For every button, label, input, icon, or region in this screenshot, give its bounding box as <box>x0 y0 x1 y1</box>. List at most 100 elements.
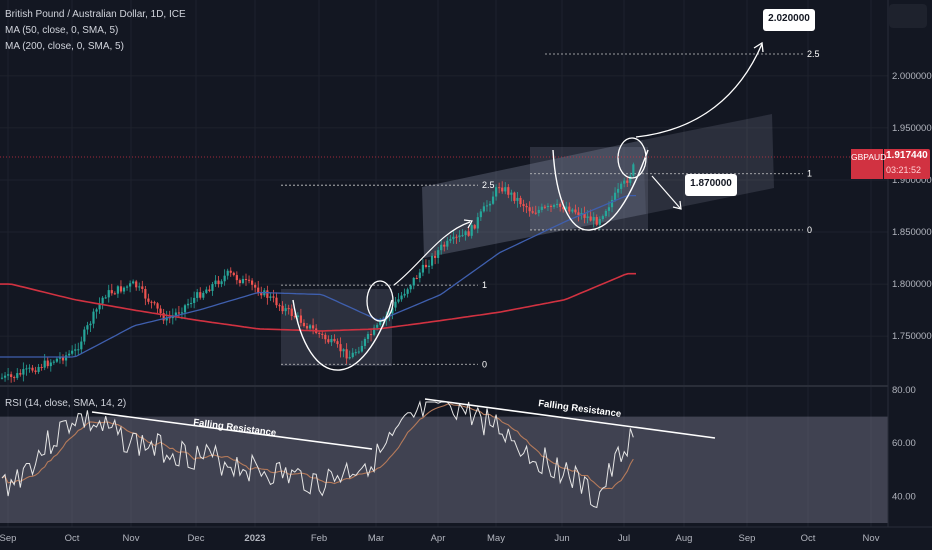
candle-body <box>449 239 452 241</box>
candle-body <box>491 196 495 204</box>
candle-body <box>138 286 141 288</box>
candle-body <box>568 206 571 212</box>
candle-body <box>318 332 321 334</box>
candle-body <box>34 370 37 372</box>
candle-body <box>272 296 275 298</box>
candle-body <box>519 197 522 205</box>
candle-body <box>556 203 559 206</box>
candle-body <box>232 272 235 276</box>
candle-body <box>269 296 272 298</box>
candle-body <box>186 303 190 306</box>
rsi-tick-label: 40.00 <box>892 491 916 502</box>
candle-body <box>214 280 217 285</box>
candle-body <box>321 333 324 335</box>
candle-body <box>241 278 245 284</box>
candle-body <box>153 302 156 304</box>
candle-body <box>501 187 504 192</box>
rsi-line <box>1 400 634 509</box>
left-cup-fill <box>281 289 392 366</box>
candle-body <box>25 368 28 370</box>
candle-body <box>193 297 196 303</box>
candle-body <box>71 350 74 354</box>
candle-body <box>302 322 306 327</box>
rsi-axis: 80.00 60.00 40.00 <box>892 385 916 502</box>
candle-body <box>86 325 89 330</box>
candle-body <box>40 367 43 369</box>
left-cup-curve <box>292 299 393 371</box>
time-tick-label: Aug <box>676 533 693 544</box>
candle-body <box>531 211 534 213</box>
candle-body <box>174 312 177 316</box>
target-down-arrow-head <box>672 200 682 210</box>
candle-body <box>110 290 113 294</box>
candle-body <box>617 188 620 193</box>
candle-body <box>324 334 327 340</box>
time-axis: Sep Oct Nov Dec 2023 Feb Mar Apr May Jun Jul Aug Sep… <box>0 533 880 544</box>
fib-level-label: 1 <box>482 280 487 290</box>
candle-body <box>238 280 241 284</box>
candle-body <box>366 334 370 339</box>
candle-body <box>77 349 80 351</box>
time-tick-label: Dec <box>188 533 205 544</box>
candle-body <box>74 349 77 351</box>
corner-button[interactable] <box>889 4 927 28</box>
candle-body <box>458 235 461 238</box>
candle-body <box>482 206 485 212</box>
candle-body <box>226 270 229 276</box>
candle-body <box>89 323 92 326</box>
candle-body <box>247 279 251 281</box>
candle-body <box>150 301 153 303</box>
candle-body <box>437 250 440 258</box>
candle-body <box>601 216 604 220</box>
candle-body <box>223 275 226 282</box>
candle-body <box>632 164 635 176</box>
right-breakout-circle <box>617 137 647 179</box>
candle-body <box>415 277 418 279</box>
candle-body <box>485 205 489 207</box>
rsi-left-resistance <box>91 411 373 450</box>
candle-body <box>552 205 556 207</box>
candle-body <box>31 367 34 371</box>
candle-body <box>412 277 415 286</box>
target-up-arrow-head <box>753 41 764 53</box>
candle-body <box>562 206 565 210</box>
candle-body <box>525 206 528 208</box>
target-down-callout: 1.870000 <box>685 174 737 196</box>
candle-body <box>205 289 208 293</box>
candle-body <box>49 362 52 367</box>
candle-body <box>510 192 513 195</box>
candle-body <box>177 312 180 314</box>
candle-body <box>400 295 403 300</box>
rsi-right-resistance <box>424 398 716 439</box>
fib-level-label: 0 <box>482 359 487 369</box>
chart-title: British Pound / Australian Dollar, 1D, I… <box>5 9 186 20</box>
candle-body <box>418 272 421 279</box>
candle-body <box>464 231 467 236</box>
ma200-legend: MA (200, close, 0, SMA, 5) <box>5 41 124 52</box>
candle-body <box>546 205 550 208</box>
candle-body <box>473 225 476 229</box>
candle-body <box>308 325 312 329</box>
candle-body <box>28 367 31 369</box>
symbol-label: GBPAUD <box>851 149 886 179</box>
candle-body <box>488 203 492 206</box>
fib-level-label: 2.5 <box>807 49 820 59</box>
time-tick-label: Mar <box>368 533 384 544</box>
candle-body <box>92 311 95 324</box>
ma200-line <box>0 272 636 332</box>
left-breakout-circle <box>366 280 394 322</box>
time-tick-label: Oct <box>801 533 816 544</box>
fib-level-label: 2.5 <box>482 180 495 190</box>
candle-body <box>440 244 443 251</box>
candle-body <box>68 353 71 356</box>
candle-body <box>229 270 232 273</box>
candle-body <box>165 317 168 321</box>
candle-body <box>266 290 269 298</box>
candle-body <box>351 352 354 358</box>
candle-body <box>281 305 284 312</box>
candle-body <box>479 211 482 218</box>
candle-body <box>403 293 406 296</box>
time-tick-label: Sep <box>739 533 756 544</box>
left-arrow-head <box>463 219 473 229</box>
last-price: 1.917440 <box>886 150 928 161</box>
